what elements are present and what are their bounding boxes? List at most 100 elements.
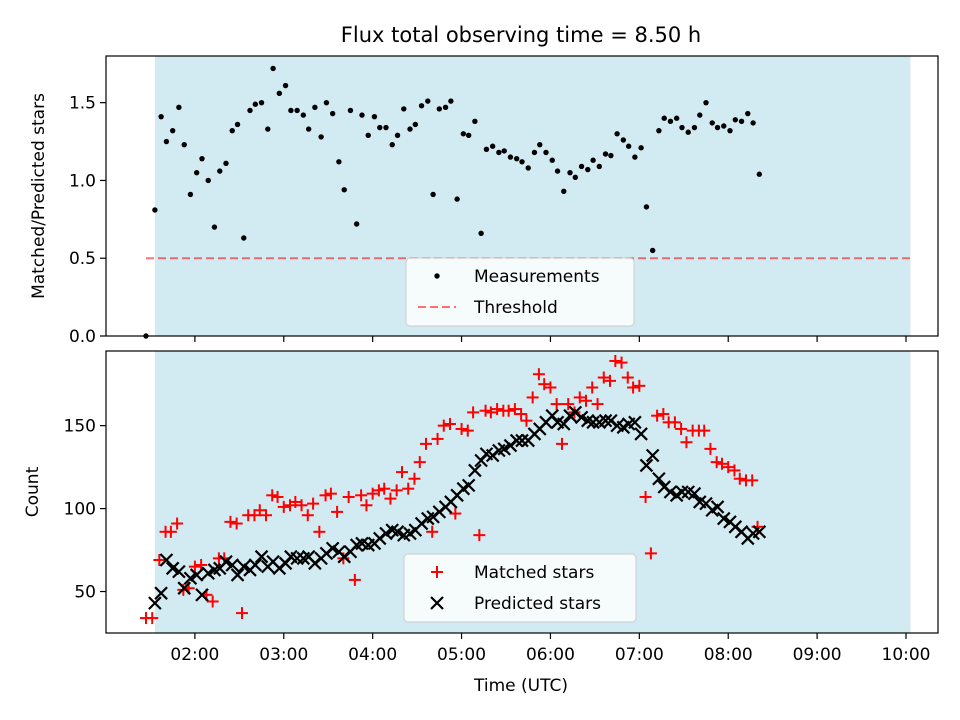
measurement-point — [401, 106, 407, 112]
matched-star-point — [710, 456, 723, 469]
matched-star-point — [556, 437, 568, 450]
measurement-point — [229, 127, 235, 134]
measurement-point — [585, 166, 591, 173]
matched-star-point — [473, 529, 486, 542]
measurement-point — [383, 124, 389, 131]
x-tick-label: 06:00 — [526, 645, 575, 665]
measurement-point — [448, 98, 454, 104]
top-y-axis-label: Matched/Predicted stars — [29, 93, 49, 299]
matched-star-point — [484, 406, 497, 419]
measurement-point — [578, 163, 585, 170]
measurement-point — [353, 221, 360, 227]
matched-star-point — [728, 464, 741, 477]
measurement-point — [596, 163, 603, 170]
matched-star-point — [538, 378, 551, 391]
matched-star-point — [396, 466, 408, 479]
measurement-point — [632, 154, 638, 160]
matched-star-point — [188, 560, 201, 573]
bottom-x-axis-ticks: 02:00 03:00 04:00 05:00 06:00 07:00 08:00 09:00… — [170, 633, 931, 665]
matched-star-point — [342, 490, 355, 503]
legend-measurements-swatch — [434, 273, 440, 279]
matched-star-point — [515, 408, 528, 421]
bottom-legend-box — [403, 553, 637, 623]
x-tick-label: 10:00 — [882, 645, 931, 665]
matched-star-point — [532, 368, 545, 381]
measurement-point — [234, 121, 241, 128]
predicted-star-point — [248, 558, 263, 572]
predicted-star-point — [154, 586, 168, 600]
x-tick-label: 07:00 — [615, 645, 664, 665]
predicted-star-point — [172, 564, 186, 579]
measurement-point — [625, 143, 632, 149]
predicted-star-point — [230, 568, 245, 582]
matched-star-point — [526, 391, 539, 404]
matched-star-point — [609, 354, 622, 367]
measurement-point — [252, 101, 259, 107]
measurement-point — [425, 98, 431, 104]
matched-star-point — [171, 517, 184, 530]
predicted-star-point — [189, 568, 204, 582]
legend-predicted-swatch — [430, 596, 444, 610]
matched-star-point — [331, 505, 344, 518]
measurement-point — [756, 171, 763, 177]
matched-star-point — [366, 487, 379, 500]
measurement-point — [163, 138, 170, 145]
measurement-point — [436, 106, 443, 112]
measurement-point — [656, 127, 662, 134]
matched-star-point — [236, 607, 248, 620]
predicted-star-point — [225, 558, 240, 572]
matched-star-point — [372, 484, 385, 497]
measurement-point — [721, 123, 727, 129]
matched-star-point — [324, 487, 337, 500]
matched-star-point — [644, 547, 657, 560]
matched-star-point — [224, 515, 237, 528]
matched-star-point — [520, 414, 533, 427]
x-axis-label: Time (UTC) — [473, 676, 568, 696]
matched-star-point — [591, 398, 604, 411]
measurement-point — [543, 149, 549, 156]
measurement-point — [258, 99, 265, 106]
measurement-point — [472, 118, 478, 125]
measurement-point — [329, 110, 336, 117]
measurement-point — [365, 132, 371, 139]
top-x-axis-ticks — [194, 336, 907, 342]
predicted-star-point — [752, 525, 767, 539]
matched-star-point — [437, 419, 450, 432]
measurement-point — [531, 149, 538, 156]
matched-star-point — [716, 457, 728, 470]
matched-star-point — [479, 404, 492, 417]
measurement-point — [537, 141, 543, 148]
matched-star-point — [597, 371, 610, 384]
measurement-point — [614, 131, 620, 137]
legend-measurements-label: Measurements — [474, 267, 600, 287]
measurement-point — [602, 151, 609, 157]
measurement-point — [519, 159, 525, 165]
y-tick-label: 150 — [64, 417, 96, 437]
top-y-axis-ticks: 0.0 0.5 1.0 1.5 — [69, 94, 106, 347]
matched-star-point — [390, 484, 403, 497]
measurement-point — [703, 99, 709, 106]
matched-star-point — [426, 525, 439, 538]
matched-star-point — [639, 490, 652, 503]
matched-star-point — [615, 356, 628, 369]
predicted-star-point — [639, 458, 654, 473]
x-tick-label: 09:00 — [793, 645, 842, 665]
measurement-point — [371, 113, 378, 120]
matched-star-point — [360, 499, 373, 512]
measurement-point — [649, 247, 656, 254]
measurement-point — [673, 115, 680, 121]
predicted-star-point — [652, 471, 666, 486]
top-legend: Measurements Threshold — [405, 257, 635, 327]
matched-star-point — [698, 424, 711, 437]
matched-star-point — [420, 437, 432, 450]
matched-star-point — [586, 381, 599, 394]
measurement-point — [241, 235, 247, 241]
predicted-star-point — [634, 427, 648, 441]
matched-star-point — [657, 408, 670, 421]
matched-star-point — [467, 406, 480, 419]
x-tick-label: 05:00 — [437, 645, 486, 665]
measurement-point — [199, 155, 205, 162]
measurement-point — [483, 146, 490, 153]
matched-star-point — [295, 499, 308, 512]
